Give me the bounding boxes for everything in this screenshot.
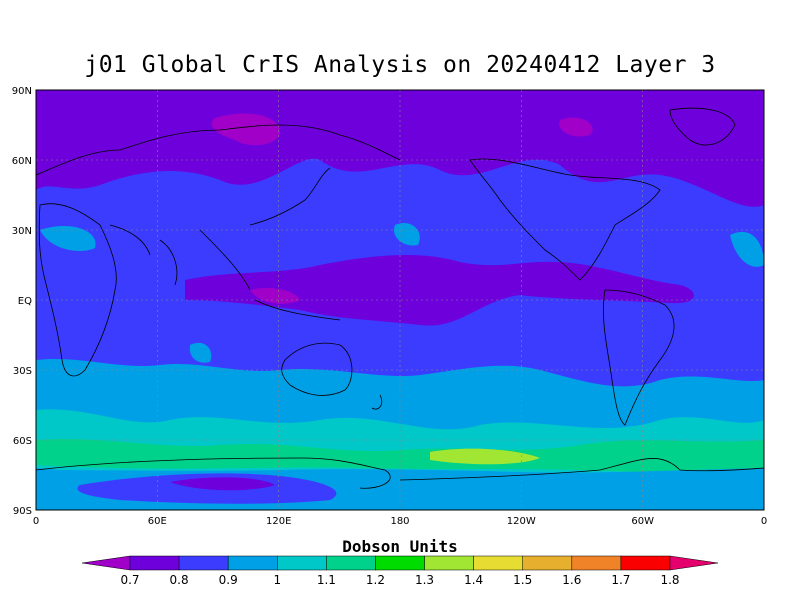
colorbar-swatch xyxy=(178,555,229,571)
lon-tick-0: 0 xyxy=(33,516,39,527)
tropical-low-region xyxy=(185,254,694,326)
lat-tick-60s: 60S xyxy=(13,436,32,447)
colorbar-swatch xyxy=(326,555,376,571)
arctic-min-spot-2 xyxy=(559,117,593,137)
lon-tick-60w: 60W xyxy=(631,516,654,527)
colorbar: 0.7 0.8 0.9 1 1.1 1.2 1.3 1.4 1.5 1.6 1.7 1.8 xyxy=(81,555,719,587)
lon-tick-60e: 60E xyxy=(148,516,167,527)
colorbar-swatch xyxy=(522,555,573,571)
antarctic-min-spot xyxy=(170,477,275,491)
colorbar-tick-label: 0.9 xyxy=(219,573,238,587)
lat-tick-90n: 90N xyxy=(12,86,32,97)
colorbar-tick-label: 1.8 xyxy=(660,573,679,587)
colorbar-min-arrow xyxy=(81,555,131,571)
southern-peak-patch xyxy=(430,448,540,465)
lat-tick-30n: 30N xyxy=(12,226,32,237)
colorbar-swatch xyxy=(424,555,474,571)
subtropic-high-spot-3 xyxy=(394,222,420,246)
colorbar-tick-label: 0.7 xyxy=(120,573,139,587)
lon-axis: 0 60E 120E 180 120W 60W 0 xyxy=(33,516,767,527)
arctic-min-spot xyxy=(211,113,281,146)
colorbar-tick-label: 1.2 xyxy=(366,573,385,587)
lon-tick-0-end: 0 xyxy=(761,516,767,527)
colorbar-tick-label: 1.6 xyxy=(562,573,581,587)
colorbar-max-arrow xyxy=(669,555,719,571)
colorbar-tick-label: 0.8 xyxy=(170,573,189,587)
lat-axis: 90N 60N 30N EQ 30S 60S 90S xyxy=(12,86,32,517)
subtropic-high-spot-2 xyxy=(730,231,764,267)
tropic-high-spot xyxy=(189,342,212,363)
lon-tick-120e: 120E xyxy=(266,516,291,527)
colorbar-tick-label: 1.3 xyxy=(415,573,434,587)
colorbar-swatch xyxy=(375,555,425,571)
lon-tick-180: 180 xyxy=(390,516,409,527)
subtropic-high-spot xyxy=(40,226,96,251)
plot-frame xyxy=(35,89,765,511)
colorbar-swatch xyxy=(473,555,523,571)
colorbar-swatch xyxy=(129,555,180,571)
lat-tick-eq: EQ xyxy=(18,296,32,307)
colorbar-tick-label: 1.1 xyxy=(317,573,336,587)
colorbar-swatch xyxy=(571,555,622,571)
colorbar-swatch xyxy=(277,555,327,571)
colorbar-tick-label: 1.7 xyxy=(611,573,630,587)
coastlines xyxy=(36,107,764,489)
colorbar-tick-label: 1 xyxy=(273,573,281,587)
page-title: j01 Global CrIS Analysis on 20240412 Lay… xyxy=(84,52,716,78)
lon-tick-120w: 120W xyxy=(507,516,536,527)
colorbar-tick-label: 1.4 xyxy=(464,573,483,587)
colorbar-swatch xyxy=(227,555,278,571)
ozone-field xyxy=(36,90,764,510)
lat-tick-30s: 30S xyxy=(13,366,32,377)
colorbar-units: Dobson Units xyxy=(342,537,458,556)
lat-tick-60n: 60N xyxy=(12,156,32,167)
colorbar-swatch xyxy=(620,555,671,571)
lat-tick-90s: 90S xyxy=(13,506,32,517)
colorbar-tick-label: 1.5 xyxy=(513,573,532,587)
